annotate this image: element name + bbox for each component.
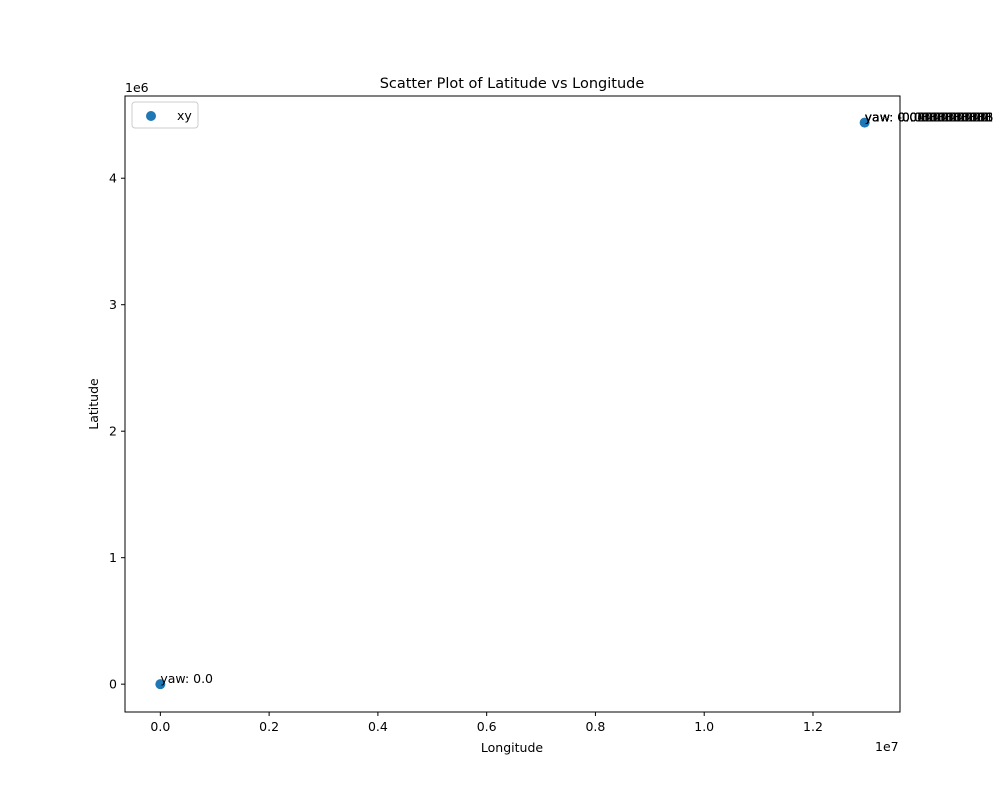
x-tick-label: 0.0 bbox=[150, 719, 170, 734]
y-axis: 0 1 2 3 4 bbox=[109, 171, 125, 692]
x-tick-label: 0.4 bbox=[368, 719, 388, 734]
y-tick-label: 2 bbox=[109, 424, 117, 439]
point-annotation: yaw: 0.0222222222 bbox=[865, 110, 989, 125]
point-annotation: yaw: -0.0333333333 bbox=[865, 110, 994, 125]
x-tick-label: 1.0 bbox=[694, 719, 714, 734]
y-tick-label: 4 bbox=[109, 171, 117, 186]
data-point bbox=[155, 679, 166, 690]
y-tick-label: 0 bbox=[109, 677, 117, 692]
point-annotation: yaw: -0.0111111111 bbox=[865, 110, 994, 125]
x-axis-label: Longitude bbox=[481, 740, 543, 755]
y-offset-label: 1e6 bbox=[125, 80, 149, 95]
legend-box bbox=[131, 101, 199, 129]
legend-marker bbox=[146, 111, 156, 121]
x-tick-label: 0.2 bbox=[259, 719, 279, 734]
point-annotation: yaw: 0.0000000000 bbox=[865, 110, 989, 125]
point-annotation: yaw: 0.0555555555 bbox=[865, 110, 989, 125]
point-annotation: yaw: -0.0666666666 bbox=[865, 110, 994, 125]
x-axis: 0.0 0.2 0.4 0.6 0.8 1.0 1.2 bbox=[150, 712, 823, 734]
point-annotation: yaw: 0.0444444444 bbox=[865, 110, 989, 125]
x-tick-label: 1.2 bbox=[803, 719, 823, 734]
point-annotation: yaw: 0.0 bbox=[160, 671, 213, 686]
legend: xy bbox=[131, 101, 199, 129]
x-tick-label: 0.8 bbox=[585, 719, 605, 734]
x-offset-label: 1e7 bbox=[875, 739, 899, 754]
x-tick-label: 0.6 bbox=[477, 719, 497, 734]
y-tick-label: 1 bbox=[109, 550, 117, 565]
y-tick-label: 3 bbox=[109, 297, 117, 312]
data-point bbox=[859, 117, 870, 128]
y-axis-label: Latitude bbox=[86, 378, 101, 430]
chart-title: Scatter Plot of Latitude vs Longitude bbox=[380, 76, 645, 92]
legend-label: xy bbox=[177, 108, 192, 123]
plot-frame bbox=[124, 95, 901, 713]
